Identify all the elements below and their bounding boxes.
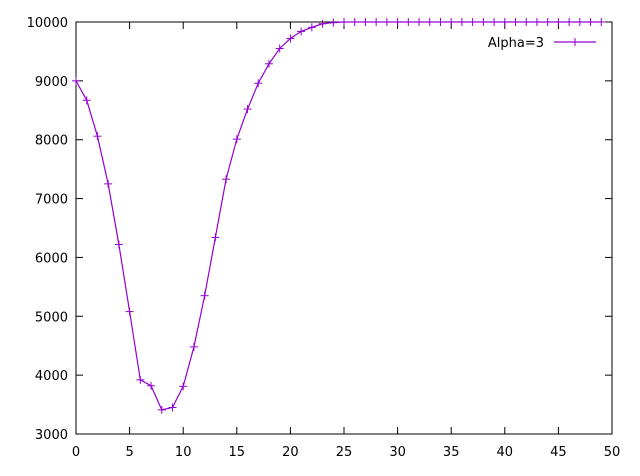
data-point-marker — [286, 34, 295, 43]
data-series — [72, 18, 606, 414]
x-tick-label: 25 — [336, 445, 353, 460]
data-point-marker — [468, 18, 477, 26]
x-tick-label: 15 — [229, 445, 246, 460]
data-point-marker — [114, 240, 123, 249]
y-tick-label: 10000 — [27, 16, 68, 31]
data-point-marker — [275, 44, 284, 53]
data-point-marker — [511, 18, 520, 26]
data-point-marker — [457, 18, 466, 26]
data-point-marker — [307, 23, 316, 32]
legend-label: Alpha=3 — [488, 36, 544, 51]
data-point-marker — [254, 79, 263, 88]
data-point-marker — [436, 18, 445, 26]
data-point-marker — [350, 18, 359, 26]
data-point-marker — [200, 291, 209, 300]
x-tick-label: 5 — [125, 445, 133, 460]
data-point-marker — [340, 18, 348, 26]
data-point-marker — [147, 381, 156, 390]
x-tick-label: 45 — [550, 445, 567, 460]
data-point-marker — [93, 132, 102, 141]
data-point-marker — [329, 18, 338, 27]
data-point-marker — [189, 342, 198, 351]
data-point-marker — [222, 175, 231, 184]
x-tick-label: 35 — [443, 445, 460, 460]
data-point-marker — [415, 18, 424, 26]
data-point-marker — [243, 105, 252, 114]
y-tick-label: 9000 — [35, 75, 68, 90]
data-point-marker — [565, 18, 574, 26]
legend: Alpha=3 — [488, 36, 596, 51]
x-tick-label: 40 — [497, 445, 514, 460]
data-point-marker — [586, 18, 595, 26]
data-point-marker — [104, 179, 113, 188]
y-tick-label: 8000 — [35, 134, 68, 149]
data-point-marker — [361, 18, 370, 26]
x-tick-label: 20 — [282, 445, 299, 460]
x-tick-label: 10 — [175, 445, 192, 460]
data-point-marker — [157, 405, 166, 414]
x-tick-label: 30 — [389, 445, 406, 460]
data-point-marker — [543, 18, 552, 26]
y-tick-label: 4000 — [35, 369, 68, 384]
data-point-marker — [500, 18, 509, 26]
legend-marker — [571, 38, 579, 46]
data-point-marker — [372, 18, 381, 26]
data-point-marker — [554, 18, 563, 26]
data-point-marker — [404, 18, 413, 26]
series-line — [75, 21, 602, 411]
data-point-marker — [72, 76, 80, 85]
data-point-marker — [382, 18, 391, 26]
data-point-marker — [211, 233, 220, 242]
data-point-marker — [522, 18, 531, 26]
data-point-marker — [82, 96, 91, 105]
data-point-marker — [393, 18, 402, 26]
data-point-marker — [318, 19, 327, 28]
data-point-marker — [597, 18, 606, 26]
data-point-marker — [264, 59, 273, 68]
data-point-marker — [532, 18, 541, 26]
x-tick-label: 0 — [72, 445, 80, 460]
data-point-marker — [425, 18, 434, 26]
data-point-marker — [575, 18, 584, 26]
data-point-marker — [125, 307, 134, 316]
data-point-marker — [136, 375, 145, 384]
y-tick-label: 6000 — [35, 251, 68, 266]
axes: 0 5 10 15 20 25 30 35 40 45 50 3000 4000 5000 6000 7000… — [27, 16, 621, 460]
data-point-marker — [447, 18, 456, 26]
data-point-marker — [168, 403, 177, 412]
data-point-marker — [297, 27, 306, 36]
plot-frame — [75, 21, 613, 435]
data-point-marker — [479, 18, 488, 26]
data-point-marker — [232, 135, 241, 144]
y-tick-label: 3000 — [35, 428, 68, 443]
data-point-marker — [490, 18, 499, 26]
x-tick-label: 50 — [604, 445, 621, 460]
data-point-marker — [179, 382, 188, 391]
y-tick-label: 5000 — [35, 310, 68, 325]
y-tick-label: 7000 — [35, 193, 68, 208]
